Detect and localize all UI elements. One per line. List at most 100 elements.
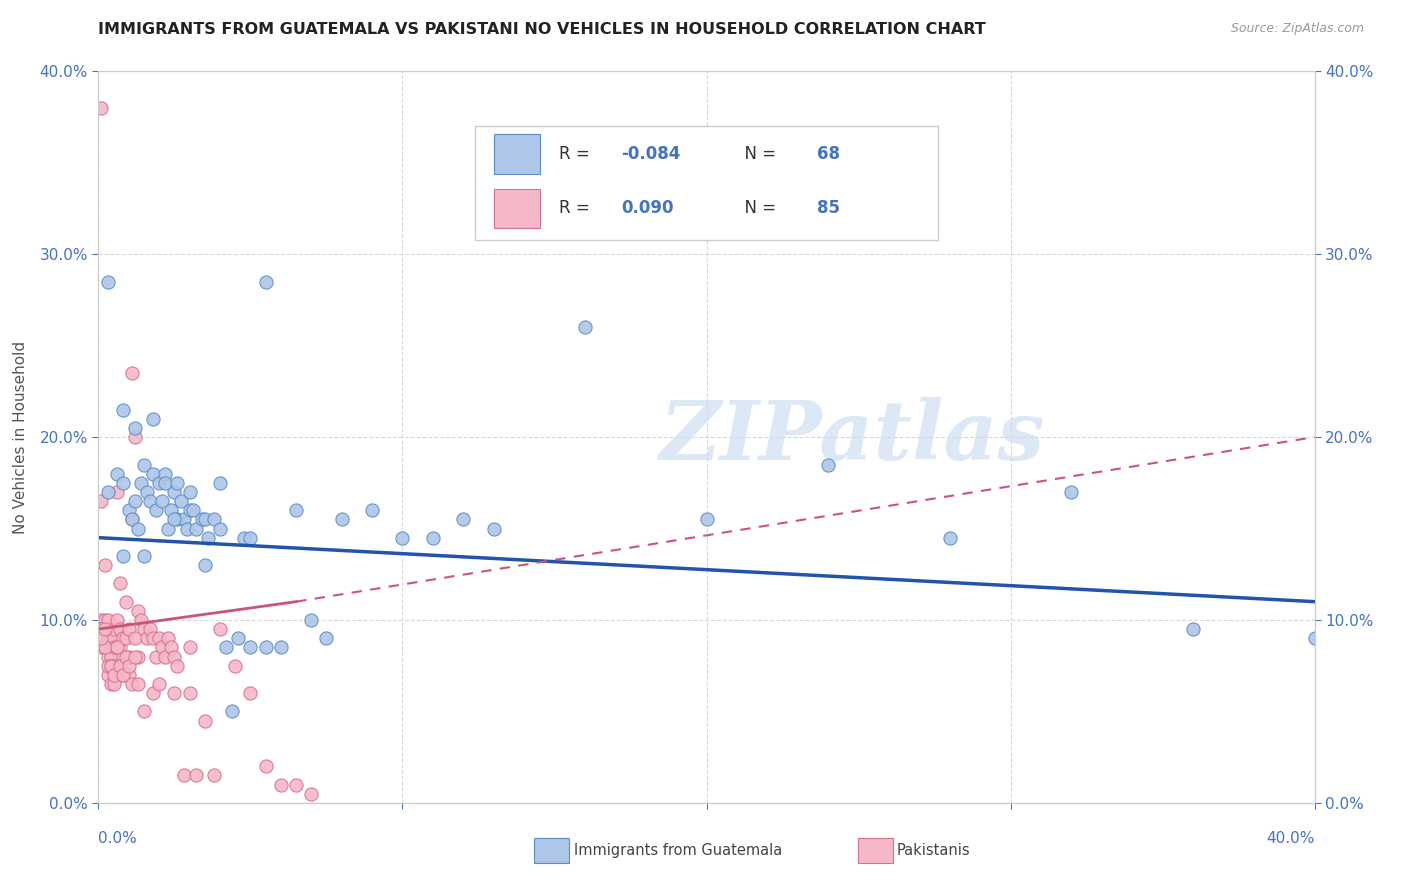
- Point: [127, 604, 149, 618]
- Point: [121, 677, 143, 691]
- Point: [330, 512, 353, 526]
- Point: [111, 402, 134, 417]
- Point: [361, 503, 384, 517]
- Point: [184, 768, 207, 782]
- Point: [118, 658, 141, 673]
- Point: [148, 677, 170, 691]
- Text: Source: ZipAtlas.com: Source: ZipAtlas.com: [1230, 22, 1364, 36]
- Point: [285, 503, 308, 517]
- FancyBboxPatch shape: [494, 188, 540, 228]
- Point: [150, 640, 173, 655]
- Point: [121, 512, 143, 526]
- Point: [100, 658, 122, 673]
- Point: [155, 649, 177, 664]
- Text: N =: N =: [734, 200, 782, 218]
- Point: [239, 686, 262, 700]
- Point: [111, 549, 134, 563]
- Point: [111, 632, 134, 646]
- Point: [124, 430, 146, 444]
- Point: [132, 705, 155, 719]
- Point: [1182, 622, 1205, 636]
- Point: [160, 640, 183, 655]
- Point: [124, 649, 146, 664]
- Point: [132, 622, 155, 636]
- Point: [142, 686, 165, 700]
- Point: [129, 613, 152, 627]
- Point: [155, 475, 177, 490]
- Point: [176, 521, 198, 535]
- Point: [100, 632, 122, 646]
- Text: 68: 68: [817, 145, 841, 163]
- Point: [108, 640, 131, 655]
- Point: [108, 658, 131, 673]
- Point: [136, 632, 159, 646]
- Text: Pakistanis: Pakistanis: [897, 844, 970, 858]
- Point: [124, 421, 146, 435]
- Point: [142, 467, 165, 481]
- Point: [239, 531, 262, 545]
- Point: [166, 512, 188, 526]
- Point: [93, 613, 115, 627]
- Point: [173, 512, 195, 526]
- Point: [103, 622, 125, 636]
- Text: 0.0%: 0.0%: [98, 831, 138, 847]
- Point: [145, 503, 167, 517]
- Point: [118, 503, 141, 517]
- Point: [136, 485, 159, 500]
- Point: [285, 777, 308, 792]
- Point: [103, 658, 125, 673]
- Point: [103, 667, 125, 681]
- Point: [166, 658, 188, 673]
- Point: [197, 531, 219, 545]
- Point: [108, 658, 131, 673]
- Point: [96, 649, 118, 664]
- Point: [148, 475, 170, 490]
- Point: [93, 558, 115, 573]
- Point: [202, 768, 225, 782]
- Text: Immigrants from Guatemala: Immigrants from Guatemala: [574, 844, 782, 858]
- Point: [142, 632, 165, 646]
- Point: [239, 640, 262, 655]
- Point: [90, 494, 112, 508]
- Point: [574, 320, 596, 334]
- Point: [96, 632, 118, 646]
- Point: [105, 613, 128, 627]
- Point: [114, 594, 136, 608]
- Point: [148, 632, 170, 646]
- Point: [173, 768, 195, 782]
- Point: [179, 485, 201, 500]
- Text: 0.090: 0.090: [621, 200, 673, 218]
- Point: [105, 640, 128, 655]
- Point: [127, 649, 149, 664]
- Point: [96, 275, 118, 289]
- Point: [111, 475, 134, 490]
- Point: [100, 649, 122, 664]
- Text: R =: R =: [558, 145, 595, 163]
- Point: [221, 705, 243, 719]
- Text: IMMIGRANTS FROM GUATEMALA VS PAKISTANI NO VEHICLES IN HOUSEHOLD CORRELATION CHAR: IMMIGRANTS FROM GUATEMALA VS PAKISTANI N…: [98, 22, 986, 37]
- Point: [166, 475, 188, 490]
- Point: [93, 640, 115, 655]
- Point: [142, 412, 165, 426]
- Point: [299, 613, 322, 627]
- Text: 40.0%: 40.0%: [1267, 831, 1315, 847]
- Point: [817, 458, 839, 472]
- Point: [215, 640, 238, 655]
- Point: [150, 494, 173, 508]
- Point: [254, 759, 277, 773]
- Point: [179, 503, 201, 517]
- Point: [163, 649, 186, 664]
- Point: [105, 467, 128, 481]
- Point: [139, 494, 162, 508]
- Point: [169, 494, 191, 508]
- Point: [127, 677, 149, 691]
- Text: 85: 85: [817, 200, 841, 218]
- Point: [453, 512, 475, 526]
- Point: [105, 640, 128, 655]
- Point: [163, 686, 186, 700]
- Point: [114, 632, 136, 646]
- Point: [121, 512, 143, 526]
- Point: [145, 649, 167, 664]
- Point: [155, 467, 177, 481]
- Point: [194, 558, 217, 573]
